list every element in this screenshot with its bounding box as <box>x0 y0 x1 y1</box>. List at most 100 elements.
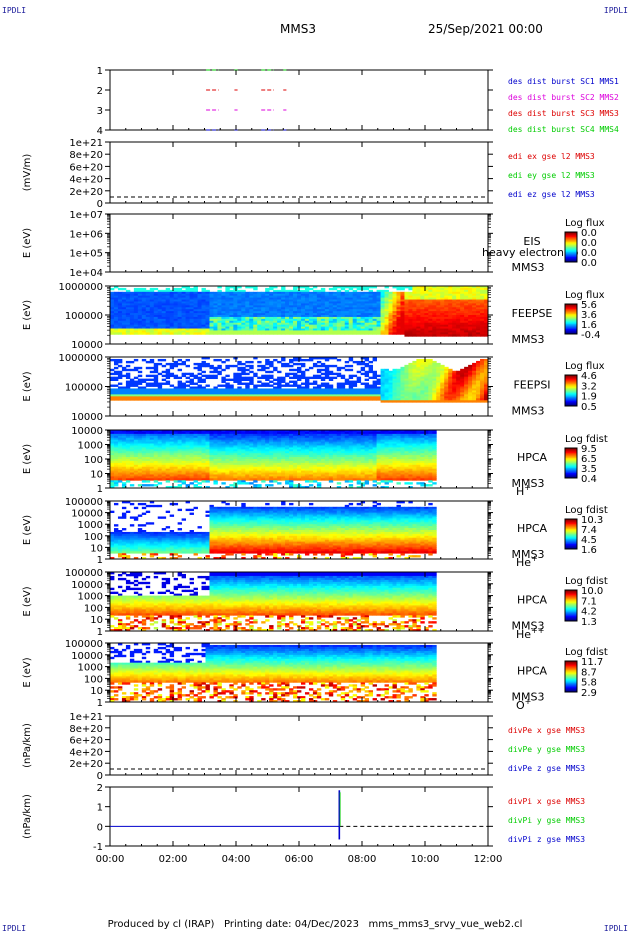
colorbar-segment <box>565 329 577 331</box>
spectrogram-cell <box>225 326 230 329</box>
spectrogram-cell <box>113 311 119 314</box>
spectrogram-cell <box>173 309 179 312</box>
spectrogram-cell <box>384 301 389 304</box>
spectrogram-cell <box>281 376 286 380</box>
spectrogram-cell <box>312 386 318 389</box>
spectrogram-cell <box>476 299 481 302</box>
spectrogram-cell <box>440 390 445 393</box>
spectrogram-cell <box>476 370 481 374</box>
spectrogram-cell <box>472 334 477 337</box>
spectrogram-cell <box>372 324 377 327</box>
spectrogram-cell <box>480 400 485 403</box>
spectrogram-cell <box>364 316 370 320</box>
spectrogram-cell <box>452 372 457 376</box>
spectrogram-cell <box>472 324 477 327</box>
spectrogram-cell <box>436 307 441 310</box>
spectrogram-cell <box>384 318 389 322</box>
spectrogram-cell <box>428 291 433 295</box>
spectrogram-cell <box>348 324 354 327</box>
spectrogram-cell <box>145 330 151 333</box>
spectrogram-cell <box>376 396 381 399</box>
spectrogram-cell <box>364 378 370 381</box>
spectrogram-cell <box>328 364 334 368</box>
spectrogram-cell <box>384 303 389 306</box>
spectrogram-cell <box>161 291 167 295</box>
spectrogram-cell <box>189 396 194 399</box>
spectrogram-cell <box>193 309 198 312</box>
spectrogram-cell <box>316 370 322 374</box>
spectrogram-cell <box>110 472 115 475</box>
spectrogram-cell <box>205 376 210 380</box>
spectrogram-cell <box>300 330 306 333</box>
spectrogram-cell <box>392 382 397 385</box>
spectrogram-cell <box>376 297 381 300</box>
spectrogram-cell <box>428 286 433 289</box>
spectrogram-cell <box>153 322 159 326</box>
spectrogram-cell <box>189 289 194 293</box>
spectrogram-cell <box>137 398 143 401</box>
spacecraft-title: MMS3 <box>280 22 316 36</box>
spectrogram-cell <box>456 287 461 291</box>
spectrogram-cell <box>464 315 469 318</box>
spectrogram-cell <box>157 433 163 437</box>
spectrogram-cell <box>368 388 374 391</box>
spectrogram-cell <box>273 392 278 395</box>
spectrogram-cell <box>117 476 123 479</box>
spectrogram-cell <box>300 316 306 320</box>
spectrogram-cell <box>141 470 147 473</box>
spectrogram-cell <box>289 303 294 306</box>
spectrogram-cell <box>209 316 214 320</box>
spectrogram-cell <box>145 291 151 295</box>
spectrogram-cell <box>110 430 115 433</box>
spectrogram-cell <box>189 394 194 397</box>
spectrogram-cell <box>165 305 171 308</box>
spectrogram-cell <box>436 370 441 374</box>
spectrogram-cell <box>113 478 119 481</box>
spectrogram-cell <box>249 382 254 385</box>
spectrogram-cell <box>253 305 258 308</box>
spectrogram-cell <box>384 328 389 331</box>
spectrogram-cell <box>436 334 441 337</box>
spectrogram-cell <box>217 366 222 370</box>
spectrogram-cell <box>324 297 330 300</box>
spectrogram-cell <box>157 430 163 433</box>
spectrogram-cell <box>249 320 254 324</box>
spectrogram-cell <box>356 328 362 331</box>
spectrogram-cell <box>436 374 441 378</box>
spectrogram-cell <box>141 431 147 435</box>
spectrogram-cell <box>141 445 147 448</box>
spectrogram-cell <box>420 330 425 333</box>
spectrogram-cell <box>304 392 310 395</box>
spectrogram-cell <box>416 388 421 391</box>
spectrogram-cell <box>253 299 258 302</box>
spectrogram-cell <box>113 466 119 470</box>
spectrogram-cell <box>285 309 290 312</box>
spectrogram-cell <box>110 330 115 333</box>
spectrogram-cell <box>233 318 238 322</box>
spectrogram-cell <box>161 332 167 335</box>
spectrogram-cell <box>161 378 167 381</box>
spectrogram-cell <box>432 305 437 308</box>
spectrogram-cell <box>110 293 115 297</box>
spectrogram-cell <box>257 311 262 314</box>
spectrogram-cell <box>396 330 401 333</box>
spectrogram-cell <box>396 326 401 329</box>
spectrogram-cell <box>121 316 127 320</box>
spectrogram-cell <box>420 320 425 324</box>
spectrogram-cell <box>181 457 186 460</box>
spectrogram-cell <box>141 295 147 298</box>
spectrogram-cell <box>396 372 401 376</box>
spectrogram-cell <box>400 324 405 327</box>
spectrogram-cell <box>173 316 179 320</box>
spectrogram-cell <box>117 297 123 300</box>
spectrogram-cell <box>110 394 115 397</box>
spectrogram-cell <box>340 291 346 295</box>
spectrogram-cell <box>129 451 135 454</box>
spectrogram-cell <box>257 313 262 316</box>
spectrogram-cell <box>129 388 135 391</box>
spectrogram-cell <box>273 299 278 302</box>
spectrogram-cell <box>484 301 489 304</box>
spectrogram-cell <box>133 437 139 441</box>
spectrogram-cell <box>472 291 477 295</box>
y-tick-label: 3 <box>97 106 103 117</box>
